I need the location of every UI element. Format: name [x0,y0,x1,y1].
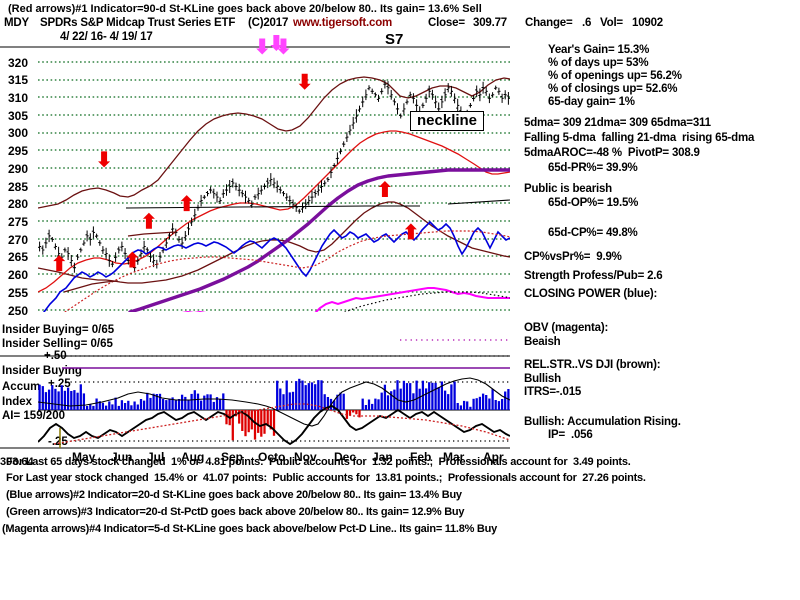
x-axis-label-jul: Jul [147,450,165,464]
insider-selling-count: Insider Selling= 0/65 [2,338,113,350]
stat-dma-values: 5dma= 309 21dma= 309 65dma=311 [524,117,711,129]
stat-65d-pr: 65d-PR%= 39.9% [548,162,638,174]
y-axis-label-295: 295 [8,144,29,158]
y-axis-label-290: 290 [8,162,29,176]
y-axis-label-265: 265 [8,250,29,264]
ai-ma-dotted [53,403,510,445]
insider-buying-count: Insider Buying= 0/65 [2,324,115,336]
x-axis-label-jan: Jan [372,450,393,464]
footer-line-indicator-4: (Magenta arrows)#4 Indicator=5-d St-KLin… [2,523,497,535]
x-axis-label-mar: Mar [443,450,465,464]
stat-closings-up: % of closings up= 52.6% [548,83,678,95]
x-axis-label-nov: Nov [294,450,317,464]
stat-relstr-legend: REL.STR..VS DJI (brown): [524,359,661,371]
x-axis-label-apr: Apr [483,450,504,464]
stat-aroc-pivot: 5dmaAROC=-48 % PivotP= 308.9 [524,147,700,159]
ai-envelope-line [38,377,510,427]
y-axis-label-255: 255 [8,286,29,300]
stat-65d-cp: 65d-CP%= 49.8% [548,227,638,239]
y-axis-label-250: 250 [8,304,29,318]
relative-strength-line-2 [127,231,177,237]
volume-label: Vol= [600,17,623,29]
stat-public-sentiment: Public is bearish [524,183,612,195]
stat-ip: IP= .056 [548,429,593,441]
x-axis-label-may: May [72,450,96,464]
ai-signal-line [38,404,510,445]
ticker-symbol: MDY [4,17,29,29]
security-name: SPDRs S&P Midcap Trust Series ETF [40,17,236,29]
lower-panel-gridlines [66,355,510,442]
stat-openings-up: % of openings up= 56.2% [548,70,682,82]
axis-overlap-value: 303.64 [0,456,34,468]
y-axis-label-320: 320 [8,56,29,70]
stat-years-gain: Year's Gain= 15.3% [548,44,650,56]
stat-obv-legend: OBV (magenta): [524,322,609,334]
y-axis-label-260: 260 [8,268,29,282]
x-axis-label-octo: Octo [258,450,286,464]
change-label: Change= [525,17,573,29]
stat-closing-power-legend: CLOSING POWER (blue): [524,288,658,300]
accum-label: Accum [2,381,41,393]
close-label: Close= [428,17,465,29]
x-axis-label-jun: Jun [111,450,133,464]
x-axis-label-feb: Feb [410,450,432,464]
axis-label-plus-25: +.25 [48,378,71,390]
y-axis-label-300: 300 [8,126,29,140]
footer-line-year: For Last year stock changed 15.4% or 41.… [6,472,646,484]
y-axis-label-275: 275 [8,215,29,229]
obv-line [181,287,510,312]
y-axis-label-305: 305 [8,109,29,123]
footer-line-65day: For Last 65 days stock changed 1% or 4.8… [6,456,631,468]
index-label: Index [2,396,33,408]
y-axis-label-270: 270 [8,233,29,247]
change-value: .6 [582,17,592,29]
y-axis-label-280: 280 [8,197,29,211]
footer-line-indicator-3: (Green arrows)#3 Indicator=20-d St-PctD … [6,506,465,518]
y-axis-label-310: 310 [8,91,29,105]
axis-label-minus-25: -.25 [48,436,68,448]
volume-value: 10902 [632,17,663,29]
stat-itrs: ITRS=-.015 [524,386,582,398]
stat-obv-state: Beaish [524,336,561,348]
indicator-1-headline: (Red arrows)#1 Indicator=90-d St-KLine g… [8,3,482,15]
y-axis-label-315: 315 [8,73,29,87]
neckline-extension [447,199,510,205]
vendor-website: www.tigersoft.com [293,17,393,29]
footer-line-indicator-2: (Blue arrows)#2 Indicator=20-d St-KLine … [6,489,462,501]
stat-dma-trend: Falling 5-dma falling 21-dma rising 65-d… [524,132,755,144]
stat-accumulation: Bullish: Accumulation Rising. [524,416,681,428]
s7-signal-label: S7 [385,31,404,48]
stat-65d-op: 65d-OP%= 19.5% [548,197,639,209]
copyright-year: (C)2017 [248,17,289,29]
obv-ma-dotted [343,291,510,312]
x-axis-label-aug: Aug [181,450,205,464]
price-bars [38,79,510,273]
closing-power-line [42,220,510,312]
x-axis-label-dec: Dec [334,450,357,464]
stat-days-up: % of days up= 53% [548,57,649,69]
close-value: 309.77 [473,17,507,29]
ai-value-label: AI= 159/200 [2,410,65,422]
stat-relstr-state: Bullish [524,373,561,385]
signal-arrows [53,34,417,272]
neckline-annotation: neckline [410,111,485,131]
x-axis-label-sep: Sep [221,450,244,464]
moving-average-21 [38,130,510,293]
date-range: 4/ 22/ 16- 4/ 19/ 17 [60,31,153,43]
stat-65day-gain: 65-day gain= 1% [548,96,635,108]
moving-average-65 [128,168,510,312]
relative-strength-line [63,280,119,293]
y-axis-label-285: 285 [8,180,29,194]
stat-strength-prof-pub: Strength Profess/Pub= 2.6 [524,270,663,282]
bollinger-upper-band [38,76,510,209]
bollinger-lower-band [38,201,510,284]
stat-cp-vs-pr: CP%vsPr%= 9.9% [524,251,622,263]
